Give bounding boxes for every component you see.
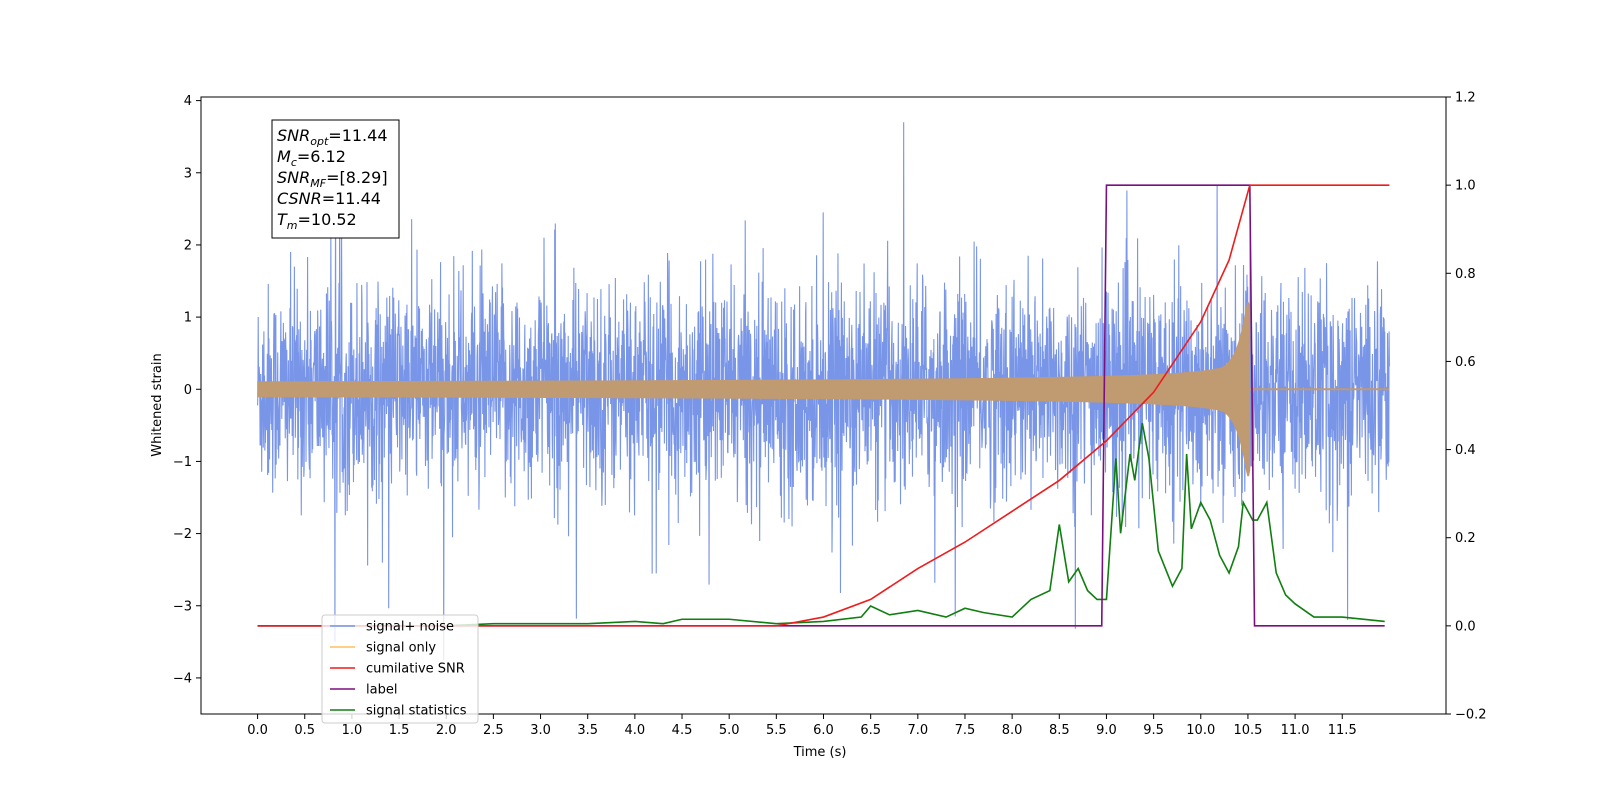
y-axis-right: 1.2 1.0 0.8 0.6 0.4 0.2 0.0 −0.2: [1446, 91, 1487, 723]
x-tick-label: 3.5: [577, 723, 598, 738]
x-tick-label: 5.0: [719, 723, 740, 738]
x-tick-label: 2.0: [436, 723, 457, 738]
parameter-line: SNRMF=[8.29]: [277, 168, 388, 190]
y-tick-label: −1: [173, 455, 192, 470]
y2-tick-label: 0.0: [1455, 619, 1476, 634]
x-tick-label: 11.0: [1281, 723, 1310, 738]
x-tick-label: 4.0: [625, 723, 646, 738]
y-tick-label: 1: [184, 311, 192, 326]
x-tick-label: 1.0: [342, 723, 363, 738]
y-tick-label: 0: [184, 383, 192, 398]
y-tick-label: −3: [173, 599, 192, 614]
y2-tick-label: −0.2: [1455, 708, 1487, 723]
y-axis-left: 4 3 2 1 0 −1 −2 −3 −4: [173, 94, 201, 686]
x-axis: 0.0 0.5 1.0 1.5 2.0 2.5 3.0 3.5 4.0 4.5 5.0 5.5 6.0 6…: [247, 714, 1357, 738]
y2-tick-label: 1.0: [1455, 179, 1476, 194]
x-axis-label: Time (s): [793, 745, 847, 760]
legend-entry: label: [366, 683, 397, 698]
y2-tick-label: 0.2: [1455, 531, 1476, 546]
legend: signal+ noise signal only cumilative SNR la…: [321, 614, 479, 724]
parameter-line: SNRopt=11.44: [277, 126, 388, 148]
parameter-line: Mc=6.12: [277, 147, 346, 169]
plot-area: [257, 122, 1390, 661]
x-tick-label: 0.0: [247, 723, 268, 738]
y-tick-label: 4: [184, 94, 192, 109]
x-tick-label: 1.5: [389, 723, 410, 738]
y2-tick-label: 0.4: [1455, 443, 1476, 458]
x-tick-label: 9.5: [1143, 723, 1164, 738]
x-tick-label: 8.0: [1002, 723, 1023, 738]
x-tick-label: 0.5: [294, 723, 315, 738]
parameter-box: SNRopt=11.44Mc=6.12SNRMF=[8.29]CSNR=11.4…: [271, 119, 400, 239]
y2-tick-label: 1.2: [1455, 91, 1476, 106]
y-axis-label: Whitened strain: [150, 353, 165, 456]
series-cumulative-snr: [257, 184, 1390, 627]
series-signal-statistics: [257, 422, 1385, 627]
x-tick-label: 4.5: [672, 723, 693, 738]
y2-tick-label: 0.6: [1455, 355, 1476, 370]
x-tick-label: 10.0: [1186, 723, 1215, 738]
x-tick-label: 11.5: [1328, 723, 1357, 738]
legend-frame: [321, 614, 479, 724]
x-tick-label: 10.5: [1233, 723, 1262, 738]
y-tick-label: 3: [184, 166, 192, 181]
x-tick-label: 7.5: [955, 723, 976, 738]
series-label: [257, 184, 1385, 627]
x-tick-label: 7.0: [907, 723, 928, 738]
legend-entry: signal statistics: [366, 704, 467, 719]
x-tick-label: 2.5: [483, 723, 504, 738]
y2-tick-label: 0.8: [1455, 267, 1476, 282]
x-tick-label: 6.0: [813, 723, 834, 738]
x-tick-label: 5.5: [766, 723, 787, 738]
x-tick-label: 6.5: [860, 723, 881, 738]
parameter-box-frame: [271, 119, 400, 239]
parameter-line: CSNR=11.44: [277, 189, 381, 208]
legend-entry: cumilative SNR: [366, 662, 465, 677]
x-tick-label: 9.0: [1096, 723, 1117, 738]
legend-entry: signal+ noise: [366, 620, 454, 635]
legend-entry: signal only: [366, 641, 436, 656]
x-tick-label: 3.0: [530, 723, 551, 738]
y-tick-label: −2: [173, 527, 192, 542]
parameter-line: Tm=10.52: [277, 210, 357, 232]
y-tick-label: −4: [173, 671, 192, 686]
x-tick-label: 8.5: [1049, 723, 1070, 738]
y-tick-label: 2: [184, 238, 192, 253]
series-signal-only: [257, 302, 1251, 477]
